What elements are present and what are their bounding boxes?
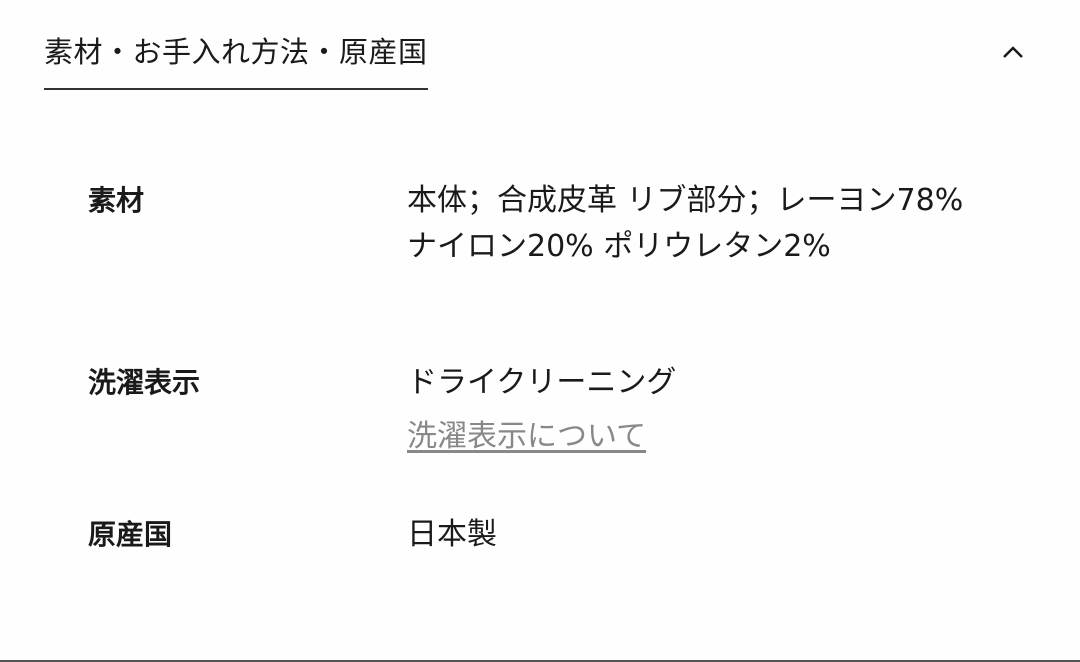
divider — [0, 660, 1080, 662]
origin-label: 原産国 — [88, 518, 173, 551]
care-label-info-link[interactable]: 洗濯表示について — [407, 419, 647, 454]
material-value: 本体；合成皮革 リブ部分；レーヨン78% ナイロン20% ポリウレタン2% — [407, 183, 964, 264]
origin-value: 日本製 — [407, 517, 497, 552]
material-label: 素材 — [88, 184, 145, 217]
chevron-up-icon[interactable] — [998, 38, 1028, 68]
section-title: 素材・お手入れ方法・原産国 — [44, 35, 428, 69]
care-value: ドライクリーニング — [407, 365, 677, 400]
care-label: 洗濯表示 — [88, 366, 201, 399]
accordion-header[interactable]: 素材・お手入れ方法・原産国 — [44, 30, 428, 90]
